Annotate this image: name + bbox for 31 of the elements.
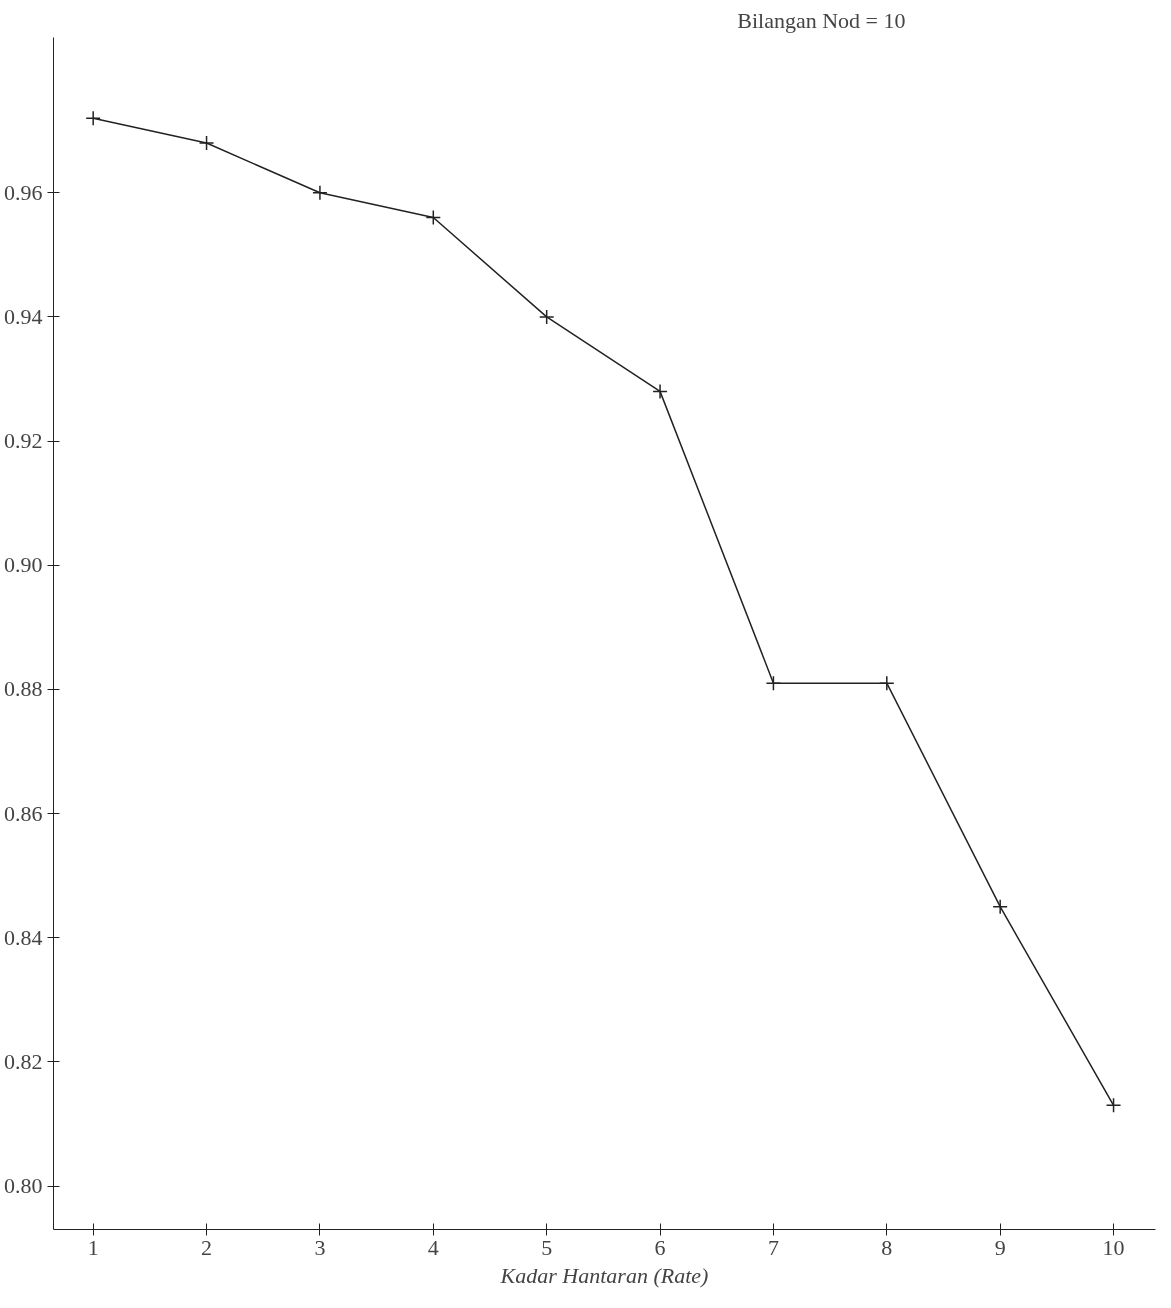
y-tick-label: 0.82 bbox=[4, 1048, 43, 1074]
point bbox=[879, 675, 895, 691]
x-tick-label: 8 bbox=[881, 1234, 893, 1260]
x-tick-label: 7 bbox=[767, 1234, 779, 1260]
x-tick-label: 6 bbox=[654, 1234, 666, 1260]
y-tick-label: 0.96 bbox=[4, 179, 43, 205]
y-tick-label: 0.94 bbox=[4, 303, 43, 329]
x-tick-label: 1 bbox=[87, 1234, 99, 1260]
y-tick-label: 0.92 bbox=[4, 428, 43, 454]
y-tick-label: 0.86 bbox=[4, 800, 43, 826]
x-axis-title: Kadar Hantaran (Rate) bbox=[499, 1262, 709, 1288]
point bbox=[425, 209, 442, 226]
point bbox=[765, 675, 782, 691]
y-tick-label: 0.84 bbox=[4, 924, 43, 950]
y-tick-label: 0.80 bbox=[4, 1173, 43, 1199]
point bbox=[198, 135, 215, 151]
x-tick-label: 2 bbox=[201, 1234, 213, 1260]
point bbox=[992, 898, 1008, 915]
point bbox=[85, 110, 101, 126]
x-tick-label: 3 bbox=[314, 1234, 326, 1260]
point bbox=[538, 309, 555, 325]
point bbox=[652, 383, 668, 400]
x-tick-label: 10 bbox=[1102, 1234, 1125, 1260]
point bbox=[312, 184, 328, 201]
y-tick-label: 0.88 bbox=[4, 676, 43, 702]
text: Bilangan Nod = 10 bbox=[737, 7, 906, 33]
x-tick-label: 9 bbox=[994, 1234, 1006, 1260]
x-tick-label: 5 bbox=[541, 1234, 553, 1260]
y-tick-label: 0.90 bbox=[4, 552, 43, 578]
point bbox=[1105, 1097, 1122, 1114]
x-tick-label: 4 bbox=[427, 1234, 439, 1260]
